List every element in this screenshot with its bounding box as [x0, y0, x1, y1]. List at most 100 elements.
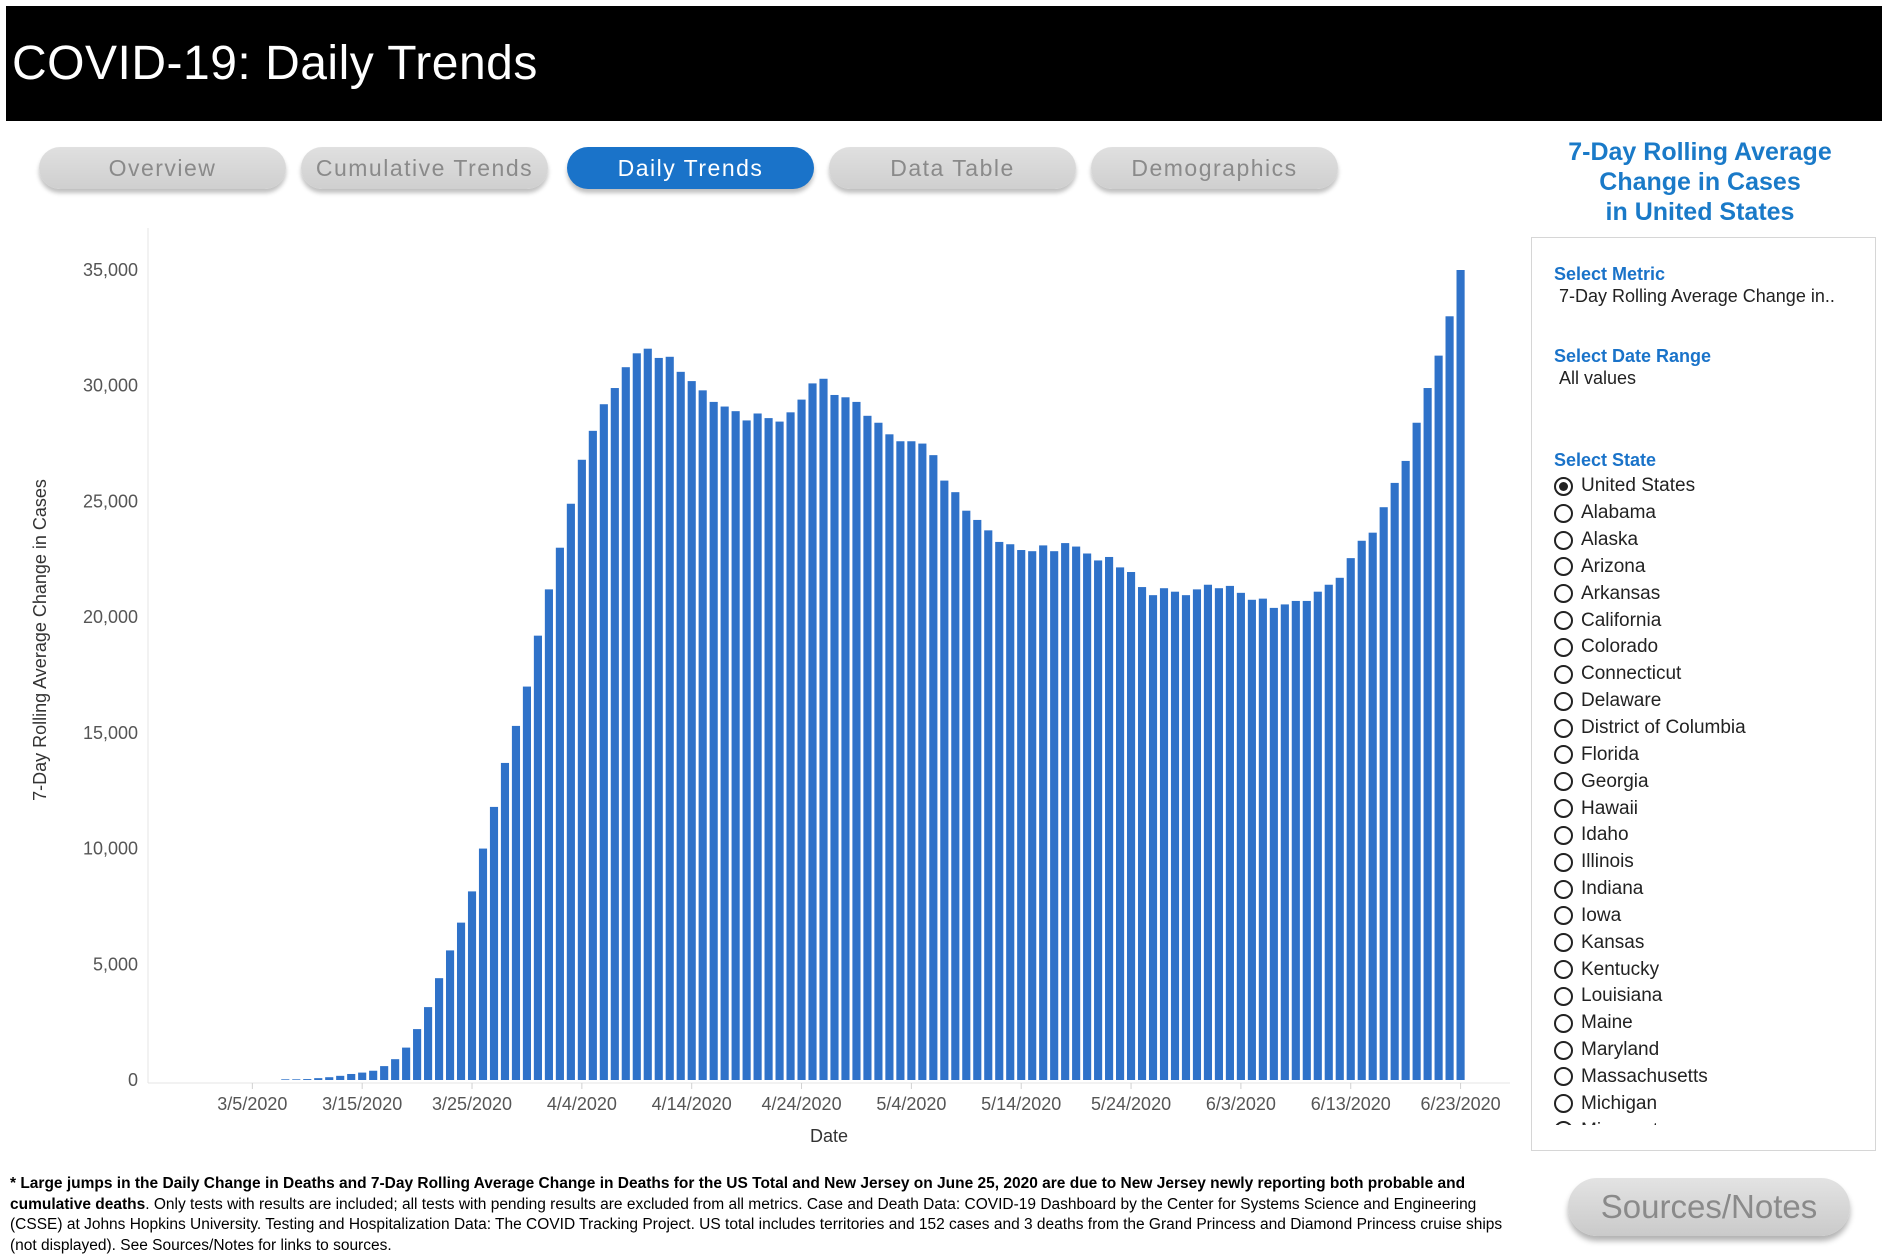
x-tick-label: 4/14/2020 [652, 1094, 732, 1114]
bar [303, 1079, 312, 1080]
radio-button-icon[interactable] [1554, 503, 1573, 523]
state-option-label: Alabama [1581, 502, 1656, 524]
state-option-kansas[interactable]: Kansas [1554, 929, 1864, 956]
state-option-illinois[interactable]: Illinois [1554, 849, 1864, 876]
bar [325, 1077, 334, 1080]
radio-button-icon[interactable] [1554, 960, 1573, 980]
y-tick-label: 30,000 [83, 376, 138, 396]
radio-button-icon[interactable] [1554, 772, 1573, 792]
bar [292, 1079, 301, 1080]
bar [1368, 532, 1377, 1080]
radio-button-icon[interactable] [1554, 1094, 1573, 1114]
state-option-district-of-columbia[interactable]: District of Columbia [1554, 715, 1864, 742]
state-option-delaware[interactable]: Delaware [1554, 688, 1864, 715]
state-option-indiana[interactable]: Indiana [1554, 876, 1864, 903]
bar [841, 397, 850, 1080]
radio-button-icon[interactable] [1554, 611, 1573, 631]
radio-button-icon[interactable] [1554, 1013, 1573, 1033]
radio-button-icon[interactable] [1554, 1121, 1573, 1125]
state-option-alaska[interactable]: Alaska [1554, 527, 1864, 554]
select-date-range-label: Select Date Range [1554, 346, 1712, 366]
state-option-label: Kentucky [1581, 958, 1660, 980]
bar [369, 1070, 378, 1080]
state-option-kentucky[interactable]: Kentucky [1554, 956, 1864, 983]
bar [1456, 270, 1465, 1080]
state-option-hawaii[interactable]: Hawaii [1554, 795, 1864, 822]
radio-button-icon[interactable] [1554, 825, 1573, 845]
date-range-dropdown[interactable]: All values [1559, 368, 1637, 388]
x-tick-label: 4/24/2020 [762, 1094, 842, 1114]
radio-button-icon[interactable] [1554, 906, 1573, 926]
state-option-idaho[interactable]: Idaho [1554, 822, 1864, 849]
bar [830, 394, 839, 1081]
radio-button-icon[interactable] [1554, 664, 1573, 684]
radio-button-icon[interactable] [1554, 476, 1573, 496]
radio-button-icon[interactable] [1554, 557, 1573, 577]
panel-title: 7-Day Rolling Average Change in Cases in… [1530, 137, 1870, 227]
radio-button-icon[interactable] [1554, 691, 1573, 711]
bar [1006, 544, 1015, 1080]
radio-button-icon[interactable] [1554, 745, 1573, 765]
radio-button-icon[interactable] [1554, 637, 1573, 657]
state-option-michigan[interactable]: Michigan [1554, 1090, 1864, 1117]
radio-button-icon[interactable] [1554, 1067, 1573, 1087]
radio-button-icon[interactable] [1554, 879, 1573, 899]
bar [775, 421, 784, 1081]
tab-daily-trends[interactable]: Daily Trends [567, 147, 814, 189]
radio-button-icon[interactable] [1554, 933, 1573, 953]
radio-button-icon[interactable] [1554, 1040, 1573, 1060]
state-option-iowa[interactable]: Iowa [1554, 903, 1864, 930]
radio-button-icon[interactable] [1554, 799, 1573, 819]
sources-notes-button[interactable]: Sources/Notes [1568, 1178, 1850, 1236]
x-tick-label: 3/25/2020 [432, 1094, 512, 1114]
tab-demographics[interactable]: Demographics [1091, 147, 1338, 189]
x-tick-label: 5/14/2020 [981, 1094, 1061, 1114]
bar [347, 1073, 356, 1080]
state-option-arizona[interactable]: Arizona [1554, 554, 1864, 581]
bar [610, 388, 619, 1080]
bar [599, 404, 608, 1081]
state-option-label: Minnesota [1581, 1120, 1669, 1125]
x-tick-label: 3/15/2020 [322, 1094, 402, 1114]
x-tick-label: 5/4/2020 [876, 1094, 946, 1114]
state-option-california[interactable]: California [1554, 607, 1864, 634]
metric-dropdown[interactable]: 7-Day Rolling Average Change in.. [1559, 286, 1835, 306]
bar [413, 1029, 422, 1080]
state-option-louisiana[interactable]: Louisiana [1554, 983, 1864, 1010]
state-option-alabama[interactable]: Alabama [1554, 500, 1864, 527]
state-option-label: Maine [1581, 1012, 1633, 1034]
state-option-minnesota[interactable]: Minnesota [1554, 1117, 1864, 1125]
bar [731, 411, 740, 1080]
state-option-maine[interactable]: Maine [1554, 1010, 1864, 1037]
bar [1379, 507, 1388, 1081]
bar [1357, 540, 1366, 1080]
state-option-label: Kansas [1581, 931, 1645, 953]
state-option-label: Arizona [1581, 555, 1646, 577]
bar [1434, 355, 1443, 1080]
bar [1390, 482, 1399, 1080]
radio-button-icon[interactable] [1554, 718, 1573, 738]
bar [1247, 599, 1256, 1080]
tab-data-table[interactable]: Data Table [829, 147, 1076, 189]
tab-overview[interactable]: Overview [39, 147, 286, 189]
state-option-maryland[interactable]: Maryland [1554, 1037, 1864, 1064]
radio-button-icon[interactable] [1554, 584, 1573, 604]
bar [643, 348, 652, 1080]
radio-button-icon[interactable] [1554, 986, 1573, 1006]
state-option-florida[interactable]: Florida [1554, 741, 1864, 768]
state-option-arkansas[interactable]: Arkansas [1554, 580, 1864, 607]
bar [1302, 600, 1311, 1080]
state-option-colorado[interactable]: Colorado [1554, 634, 1864, 661]
bar [1094, 560, 1103, 1080]
radio-button-icon[interactable] [1554, 852, 1573, 872]
state-option-united-states[interactable]: United States [1554, 473, 1864, 500]
x-tick-label: 6/23/2020 [1421, 1094, 1501, 1114]
state-option-massachusetts[interactable]: Massachusetts [1554, 1064, 1864, 1091]
state-radio-list[interactable]: United States Alabama Alaska Arizona Arkansa… [1554, 473, 1864, 1125]
panel-title-line: 7-Day Rolling Average [1568, 138, 1832, 166]
radio-button-icon[interactable] [1554, 530, 1573, 550]
state-option-georgia[interactable]: Georgia [1554, 768, 1864, 795]
tab-cumulative-trends[interactable]: Cumulative Trends [301, 147, 548, 189]
bar [797, 399, 806, 1081]
state-option-connecticut[interactable]: Connecticut [1554, 661, 1864, 688]
